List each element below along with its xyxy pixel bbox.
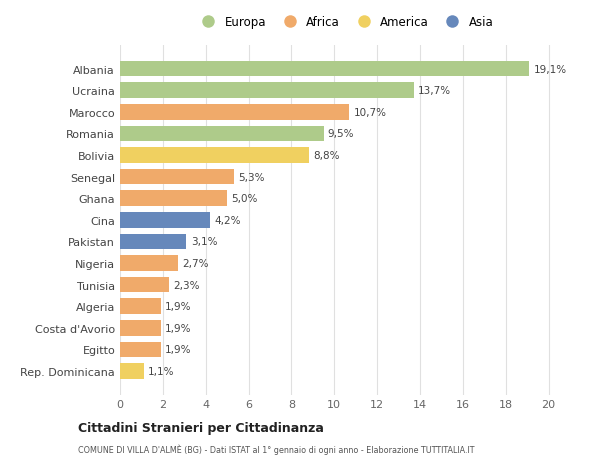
Text: Cittadini Stranieri per Cittadinanza: Cittadini Stranieri per Cittadinanza [78,421,324,434]
Text: 1,9%: 1,9% [165,323,191,333]
Legend: Europa, Africa, America, Asia: Europa, Africa, America, Asia [194,13,496,31]
Bar [120,234,187,250]
Text: 2,3%: 2,3% [173,280,200,290]
Bar [120,62,529,77]
Text: 2,7%: 2,7% [182,258,209,269]
Text: 5,3%: 5,3% [238,172,265,182]
Text: 8,8%: 8,8% [313,151,340,161]
Bar [120,213,210,228]
Bar [120,83,413,99]
Text: 10,7%: 10,7% [353,107,386,118]
Text: 9,5%: 9,5% [328,129,355,139]
Bar [120,169,233,185]
Bar [120,320,161,336]
Bar [120,256,178,271]
Bar [120,105,349,120]
Text: 1,9%: 1,9% [165,345,191,354]
Text: 5,0%: 5,0% [232,194,258,204]
Bar [120,191,227,207]
Text: 19,1%: 19,1% [533,65,566,74]
Text: 1,9%: 1,9% [165,302,191,312]
Text: 13,7%: 13,7% [418,86,451,96]
Bar [120,364,143,379]
Bar [120,299,161,314]
Bar [120,277,169,293]
Text: 4,2%: 4,2% [214,215,241,225]
Text: 3,1%: 3,1% [191,237,217,247]
Bar [120,148,308,163]
Text: 1,1%: 1,1% [148,366,175,376]
Bar [120,126,323,142]
Bar [120,342,161,358]
Text: COMUNE DI VILLA D'ALMÈ (BG) - Dati ISTAT al 1° gennaio di ogni anno - Elaborazio: COMUNE DI VILLA D'ALMÈ (BG) - Dati ISTAT… [78,444,475,454]
